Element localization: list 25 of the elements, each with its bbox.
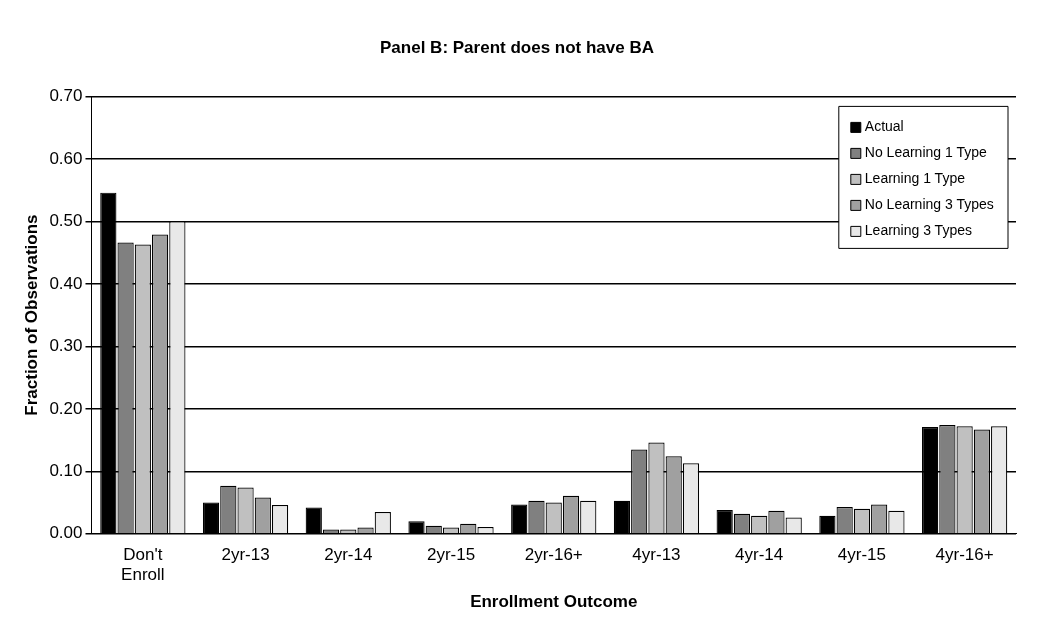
y-tick-label: 0.30 — [49, 336, 83, 356]
y-tick-label: 0.10 — [49, 461, 83, 480]
legend-label: No Learning 1 Type — [864, 144, 987, 161]
chart-title: Panel B: Parent does not have BA — [380, 37, 654, 57]
x-tick-label: 4yr-15 — [837, 544, 887, 564]
legend-label: No Learning 3 Types — [864, 196, 994, 213]
x-tick-label: 4yr-13 — [632, 544, 681, 564]
y-tick-label: 0.50 — [49, 211, 83, 231]
legend-label: Learning 1 Type — [864, 170, 966, 187]
y-tick-label: 0.60 — [49, 148, 83, 168]
y-axis-title: Fraction of Observations — [21, 214, 41, 416]
x-tick-label: 2yr-13 — [221, 544, 270, 564]
y-tick-label: 0.20 — [49, 398, 83, 418]
x-tick-label: 4yr-14 — [735, 544, 784, 564]
y-tick-label: 0.00 — [49, 523, 83, 543]
y-tick-label: 0.70 — [49, 86, 83, 106]
x-tick-label: Don't Enroll — [121, 544, 165, 585]
x-tick-label: 4yr-16+ — [935, 544, 994, 564]
legend-label: Learning 3 Types — [864, 222, 972, 239]
x-tick-label: 2yr-15 — [426, 544, 476, 564]
y-tick-label: 0.40 — [49, 273, 83, 293]
x-tick-label: 2yr-16+ — [524, 544, 583, 564]
x-axis-title: Enrollment Outcome — [470, 592, 638, 612]
legend-label: Actual — [864, 118, 904, 135]
x-tick-label: 2yr-14 — [324, 544, 373, 564]
